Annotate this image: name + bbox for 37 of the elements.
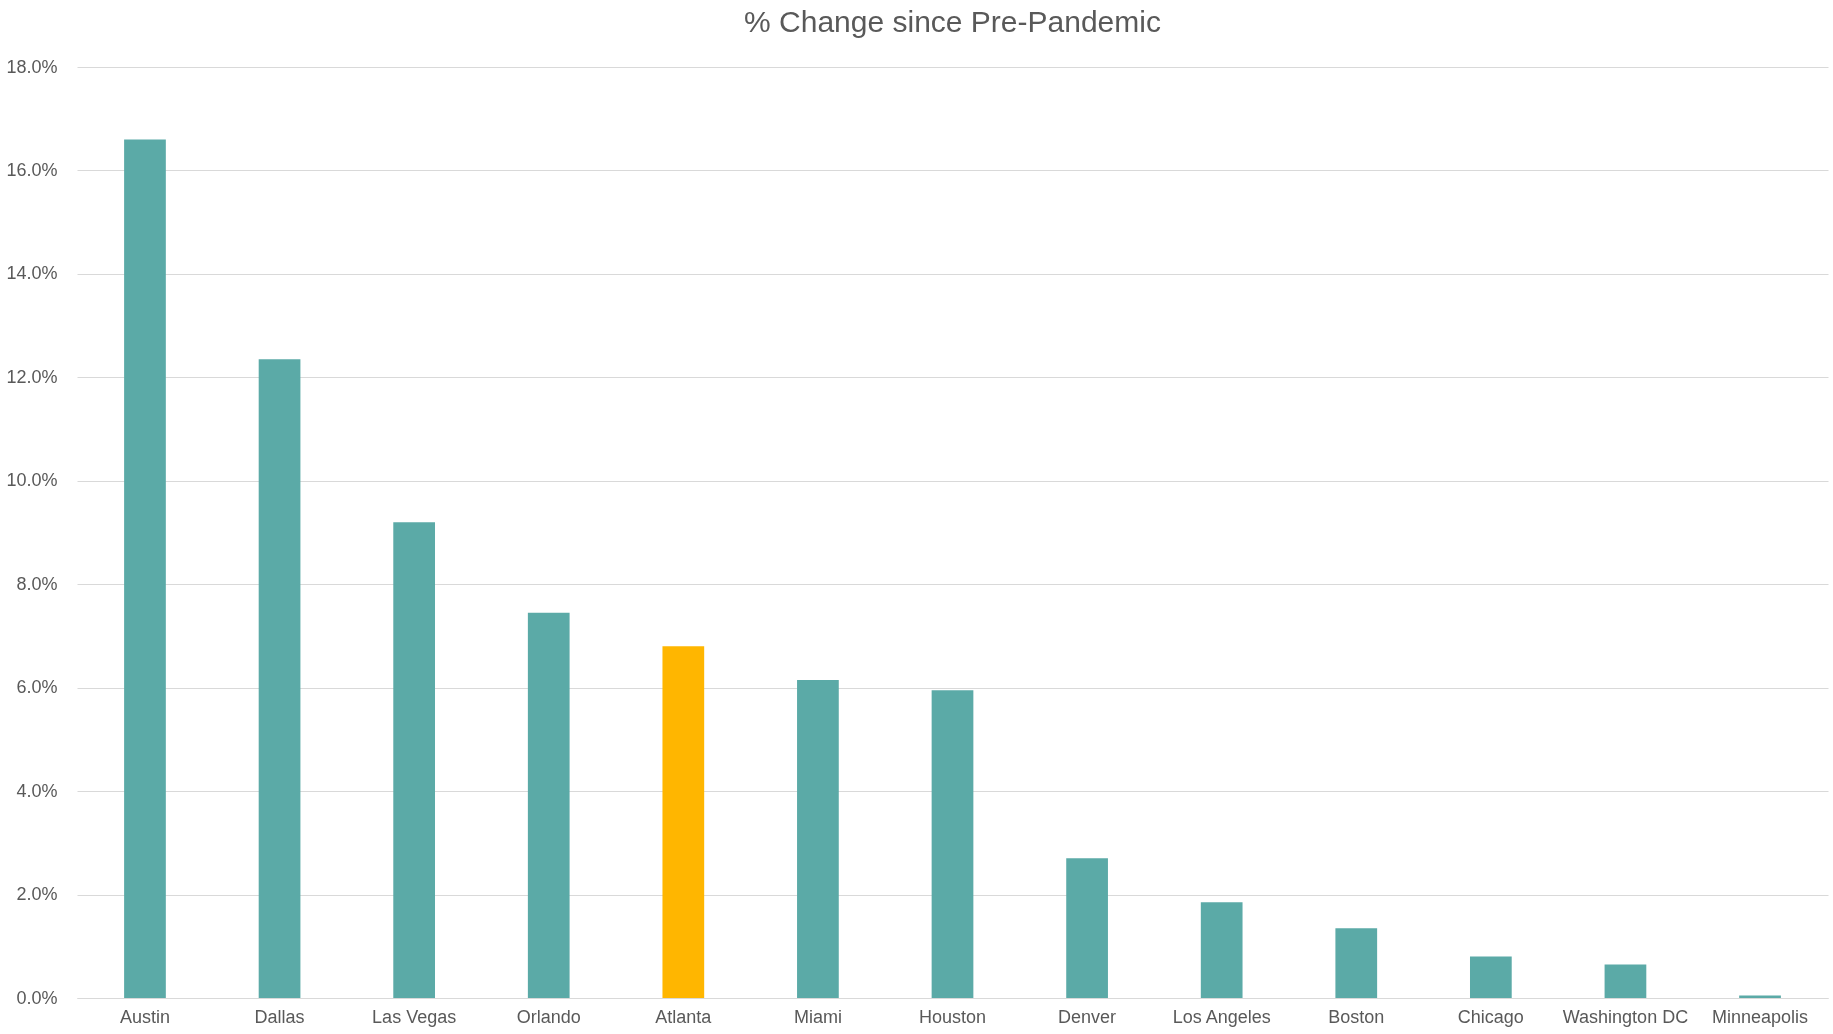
y-tick-label: 0.0%: [16, 987, 58, 1008]
bar: [258, 359, 301, 998]
bar: [931, 690, 974, 998]
y-tick-label: 10.0%: [6, 470, 58, 491]
x-tick-label: Minneapolis: [1712, 1006, 1809, 1027]
bar: [124, 139, 166, 998]
x-tick-label: Las Vegas: [372, 1006, 457, 1027]
x-tick-label: Denver: [1058, 1006, 1117, 1027]
x-tick-label: Los Angeles: [1172, 1006, 1271, 1027]
x-tick-label: Orlando: [516, 1006, 581, 1027]
bar: [1739, 995, 1781, 998]
bar: [1200, 902, 1243, 998]
bar: [1604, 964, 1647, 998]
y-tick-label: 6.0%: [16, 677, 58, 698]
x-tick-label: Chicago: [1457, 1006, 1524, 1027]
x-tick-label: Austin: [119, 1006, 170, 1027]
chart-title: % Change since Pre-Pandemic: [744, 5, 1161, 38]
x-tick-label: Boston: [1328, 1006, 1385, 1027]
bar: [662, 646, 705, 998]
bar: [527, 612, 570, 998]
bar: [797, 679, 839, 998]
y-tick-label: 2.0%: [16, 884, 58, 905]
y-tick-label: 16.0%: [6, 159, 58, 180]
x-tick-label: Miami: [793, 1006, 842, 1027]
bar: [1335, 928, 1378, 998]
bar: [393, 522, 436, 998]
x-tick-label: Washington DC: [1562, 1006, 1689, 1027]
x-tick-label: Houston: [918, 1006, 987, 1027]
x-tick-label: Dallas: [254, 1006, 305, 1027]
y-tick-label: 14.0%: [6, 263, 58, 284]
y-tick-label: 8.0%: [16, 573, 58, 594]
bar: [1469, 956, 1512, 998]
x-tick-label: Atlanta: [655, 1006, 713, 1027]
bar: [1066, 858, 1108, 998]
y-tick-label: 4.0%: [16, 780, 58, 801]
y-tick-label: 12.0%: [6, 366, 58, 387]
y-tick-label: 18.0%: [6, 56, 58, 77]
